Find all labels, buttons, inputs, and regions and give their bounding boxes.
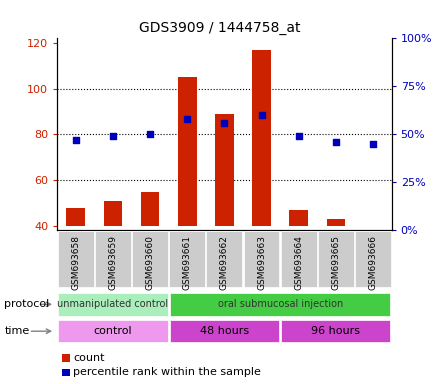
FancyBboxPatch shape	[132, 231, 168, 287]
FancyBboxPatch shape	[170, 320, 279, 343]
Text: protocol: protocol	[4, 299, 50, 310]
FancyBboxPatch shape	[244, 231, 279, 287]
FancyBboxPatch shape	[170, 293, 390, 316]
FancyBboxPatch shape	[58, 231, 94, 287]
Text: GDS3909 / 1444758_at: GDS3909 / 1444758_at	[139, 21, 301, 35]
Text: unmanipulated control: unmanipulated control	[57, 299, 169, 310]
FancyBboxPatch shape	[355, 231, 391, 287]
Point	[184, 116, 191, 122]
Bar	[215, 114, 234, 226]
Point	[332, 139, 339, 145]
Text: count: count	[73, 353, 105, 363]
FancyBboxPatch shape	[281, 320, 390, 343]
Text: 48 hours: 48 hours	[200, 326, 249, 336]
Point	[221, 120, 228, 126]
Point	[295, 133, 302, 139]
Bar	[252, 50, 271, 226]
Point	[110, 133, 117, 139]
Point	[72, 137, 79, 143]
Text: GSM693666: GSM693666	[369, 235, 378, 290]
Point	[258, 112, 265, 118]
FancyBboxPatch shape	[281, 231, 317, 287]
Bar	[104, 201, 122, 226]
FancyBboxPatch shape	[95, 231, 131, 287]
Text: oral submucosal injection: oral submucosal injection	[217, 299, 343, 310]
Bar	[290, 210, 308, 226]
Text: GSM693662: GSM693662	[220, 235, 229, 290]
FancyBboxPatch shape	[206, 231, 242, 287]
Text: GSM693660: GSM693660	[146, 235, 154, 290]
FancyBboxPatch shape	[59, 293, 168, 316]
Text: percentile rank within the sample: percentile rank within the sample	[73, 367, 261, 377]
FancyBboxPatch shape	[169, 231, 205, 287]
Bar	[178, 77, 197, 226]
Point	[147, 131, 154, 137]
Text: GSM693665: GSM693665	[331, 235, 341, 290]
FancyBboxPatch shape	[59, 320, 168, 343]
Text: GSM693664: GSM693664	[294, 235, 303, 290]
Text: GSM693663: GSM693663	[257, 235, 266, 290]
FancyBboxPatch shape	[318, 231, 354, 287]
Text: control: control	[94, 326, 132, 336]
Point	[370, 141, 377, 147]
Text: GSM693658: GSM693658	[71, 235, 80, 290]
Bar	[326, 219, 345, 226]
Bar	[66, 207, 85, 226]
Text: GSM693661: GSM693661	[183, 235, 192, 290]
Text: 96 hours: 96 hours	[312, 326, 360, 336]
Text: GSM693659: GSM693659	[108, 235, 117, 290]
Text: time: time	[4, 326, 29, 336]
Bar	[141, 192, 159, 226]
